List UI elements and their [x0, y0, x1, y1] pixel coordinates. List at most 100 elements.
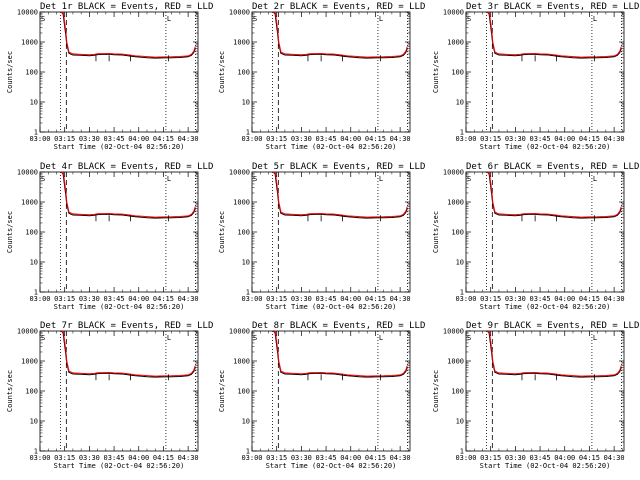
y-tick-label: 1000 — [447, 199, 464, 207]
x-tick-label: 03:00 — [29, 454, 50, 462]
series-line-lld — [272, 331, 408, 377]
y-tick-label: 1 — [246, 289, 250, 297]
x-tick-label: 04:30 — [604, 454, 625, 462]
x-axis-label: Start Time (02-Oct-04 02:56:20) — [54, 143, 185, 151]
x-axis-label: Start Time (02-Oct-04 02:56:20) — [54, 303, 185, 311]
y-tick-label: 100 — [237, 229, 250, 237]
y-tick-label: 10 — [456, 418, 464, 426]
x-tick-label: 03:30 — [505, 135, 526, 143]
y-axis-label: Counts/sec — [218, 51, 226, 93]
x-tick-label: 04:30 — [178, 135, 199, 143]
y-tick-label: 10000 — [17, 9, 38, 17]
x-tick-label: 03:00 — [455, 295, 476, 303]
x-tick-label: 03:00 — [455, 135, 476, 143]
panel-title: Det 5r BLACK = Events, RED = LLD — [252, 162, 425, 172]
x-tick-label: 03:45 — [104, 454, 125, 462]
y-tick-label: 1 — [460, 448, 464, 456]
x-tick-label: 03:30 — [79, 295, 100, 303]
x-tick-label: 04:30 — [178, 454, 199, 462]
series-line-events — [486, 172, 622, 219]
x-tick-label: 03:45 — [316, 295, 337, 303]
corner-marker-s: S — [253, 175, 257, 183]
plot-frame — [465, 330, 625, 452]
panel-title: Det 1r BLACK = Events, RED = LLD — [40, 2, 213, 12]
corner-marker-s: S — [41, 175, 45, 183]
x-tick-label: 03:30 — [505, 295, 526, 303]
x-tick-label: 04:00 — [554, 295, 575, 303]
x-axis-label: Start Time (02-Oct-04 02:56:20) — [54, 462, 185, 470]
x-tick-label: 04:00 — [128, 135, 149, 143]
x-tick-label: 03:45 — [530, 295, 551, 303]
x-tick-label: 04:30 — [178, 295, 199, 303]
y-axis-label: Counts/sec — [432, 51, 440, 93]
series-line-events — [272, 172, 408, 219]
y-axis-label: Counts/sec — [6, 51, 14, 93]
corner-marker-l: L — [593, 334, 597, 342]
panel-title: Det 9r BLACK = Events, RED = LLD — [466, 321, 639, 331]
y-axis-label: Counts/sec — [432, 370, 440, 412]
x-tick-label: 04:30 — [604, 295, 625, 303]
y-tick-label: 1000 — [21, 199, 38, 207]
series-line-events — [60, 12, 196, 59]
x-tick-label: 03:00 — [241, 135, 262, 143]
corner-marker-s: S — [253, 15, 257, 23]
series-line-events — [272, 331, 408, 378]
detector-panel-8: Det 8r BLACK = Events, RED = LLD 1 10 100 10… — [218, 321, 425, 470]
x-tick-label: 04:15 — [579, 454, 600, 462]
x-tick-label: 03:00 — [241, 454, 262, 462]
y-tick-label: 10000 — [229, 169, 250, 177]
x-axis-label: Start Time (02-Oct-04 02:56:20) — [480, 462, 611, 470]
x-tick-label: 03:00 — [29, 135, 50, 143]
y-tick-label: 1 — [246, 129, 250, 137]
y-tick-label: 10000 — [229, 9, 250, 17]
panel-title: Det 6r BLACK = Events, RED = LLD — [466, 162, 639, 172]
panel-title: Det 2r BLACK = Events, RED = LLD — [252, 2, 425, 12]
x-tick-label: 04:15 — [153, 135, 174, 143]
y-axis-label: Counts/sec — [218, 211, 226, 253]
y-tick-label: 1 — [34, 289, 38, 297]
y-tick-label: 10 — [456, 99, 464, 107]
y-tick-label: 100 — [451, 388, 464, 396]
plot-frame — [251, 11, 411, 133]
plot-frame — [39, 171, 199, 293]
x-tick-label: 03:15 — [54, 454, 75, 462]
x-tick-label: 03:30 — [291, 295, 312, 303]
y-axis-label: Counts/sec — [218, 370, 226, 412]
x-tick-label: 04:30 — [390, 454, 411, 462]
x-tick-label: 04:30 — [390, 135, 411, 143]
series-line-lld — [272, 12, 408, 58]
x-tick-label: 03:30 — [505, 454, 526, 462]
corner-marker-s: S — [467, 15, 471, 23]
x-tick-label: 03:15 — [266, 135, 287, 143]
y-tick-label: 100 — [25, 69, 38, 77]
x-tick-label: 03:00 — [455, 454, 476, 462]
y-axis-label: Counts/sec — [6, 211, 14, 253]
x-tick-label: 04:00 — [128, 295, 149, 303]
y-tick-label: 1000 — [447, 358, 464, 366]
y-tick-label: 1 — [460, 129, 464, 137]
y-tick-label: 1 — [246, 448, 250, 456]
x-tick-label: 04:15 — [365, 454, 386, 462]
y-tick-label: 10 — [242, 418, 250, 426]
panel-title: Det 8r BLACK = Events, RED = LLD — [252, 321, 425, 331]
series-line-lld — [60, 331, 196, 377]
series-line-lld — [486, 172, 622, 218]
detector-panel-3: Det 3r BLACK = Events, RED = LLD 1 10 100 10… — [432, 2, 639, 151]
detector-panel-6: Det 6r BLACK = Events, RED = LLD 1 10 100 10… — [432, 162, 639, 311]
series-line-events — [486, 331, 622, 378]
y-tick-label: 1000 — [447, 39, 464, 47]
plot-frame — [39, 11, 199, 133]
x-tick-label: 03:15 — [480, 135, 501, 143]
series-line-lld — [486, 331, 622, 377]
y-axis-label: Counts/sec — [432, 211, 440, 253]
x-tick-label: 04:00 — [128, 454, 149, 462]
y-tick-label: 1000 — [21, 358, 38, 366]
x-tick-label: 03:45 — [316, 454, 337, 462]
y-tick-label: 100 — [237, 69, 250, 77]
x-tick-label: 03:45 — [104, 135, 125, 143]
y-tick-label: 1000 — [233, 39, 250, 47]
plot-frame — [39, 330, 199, 452]
x-tick-label: 04:15 — [579, 135, 600, 143]
y-tick-label: 100 — [451, 69, 464, 77]
